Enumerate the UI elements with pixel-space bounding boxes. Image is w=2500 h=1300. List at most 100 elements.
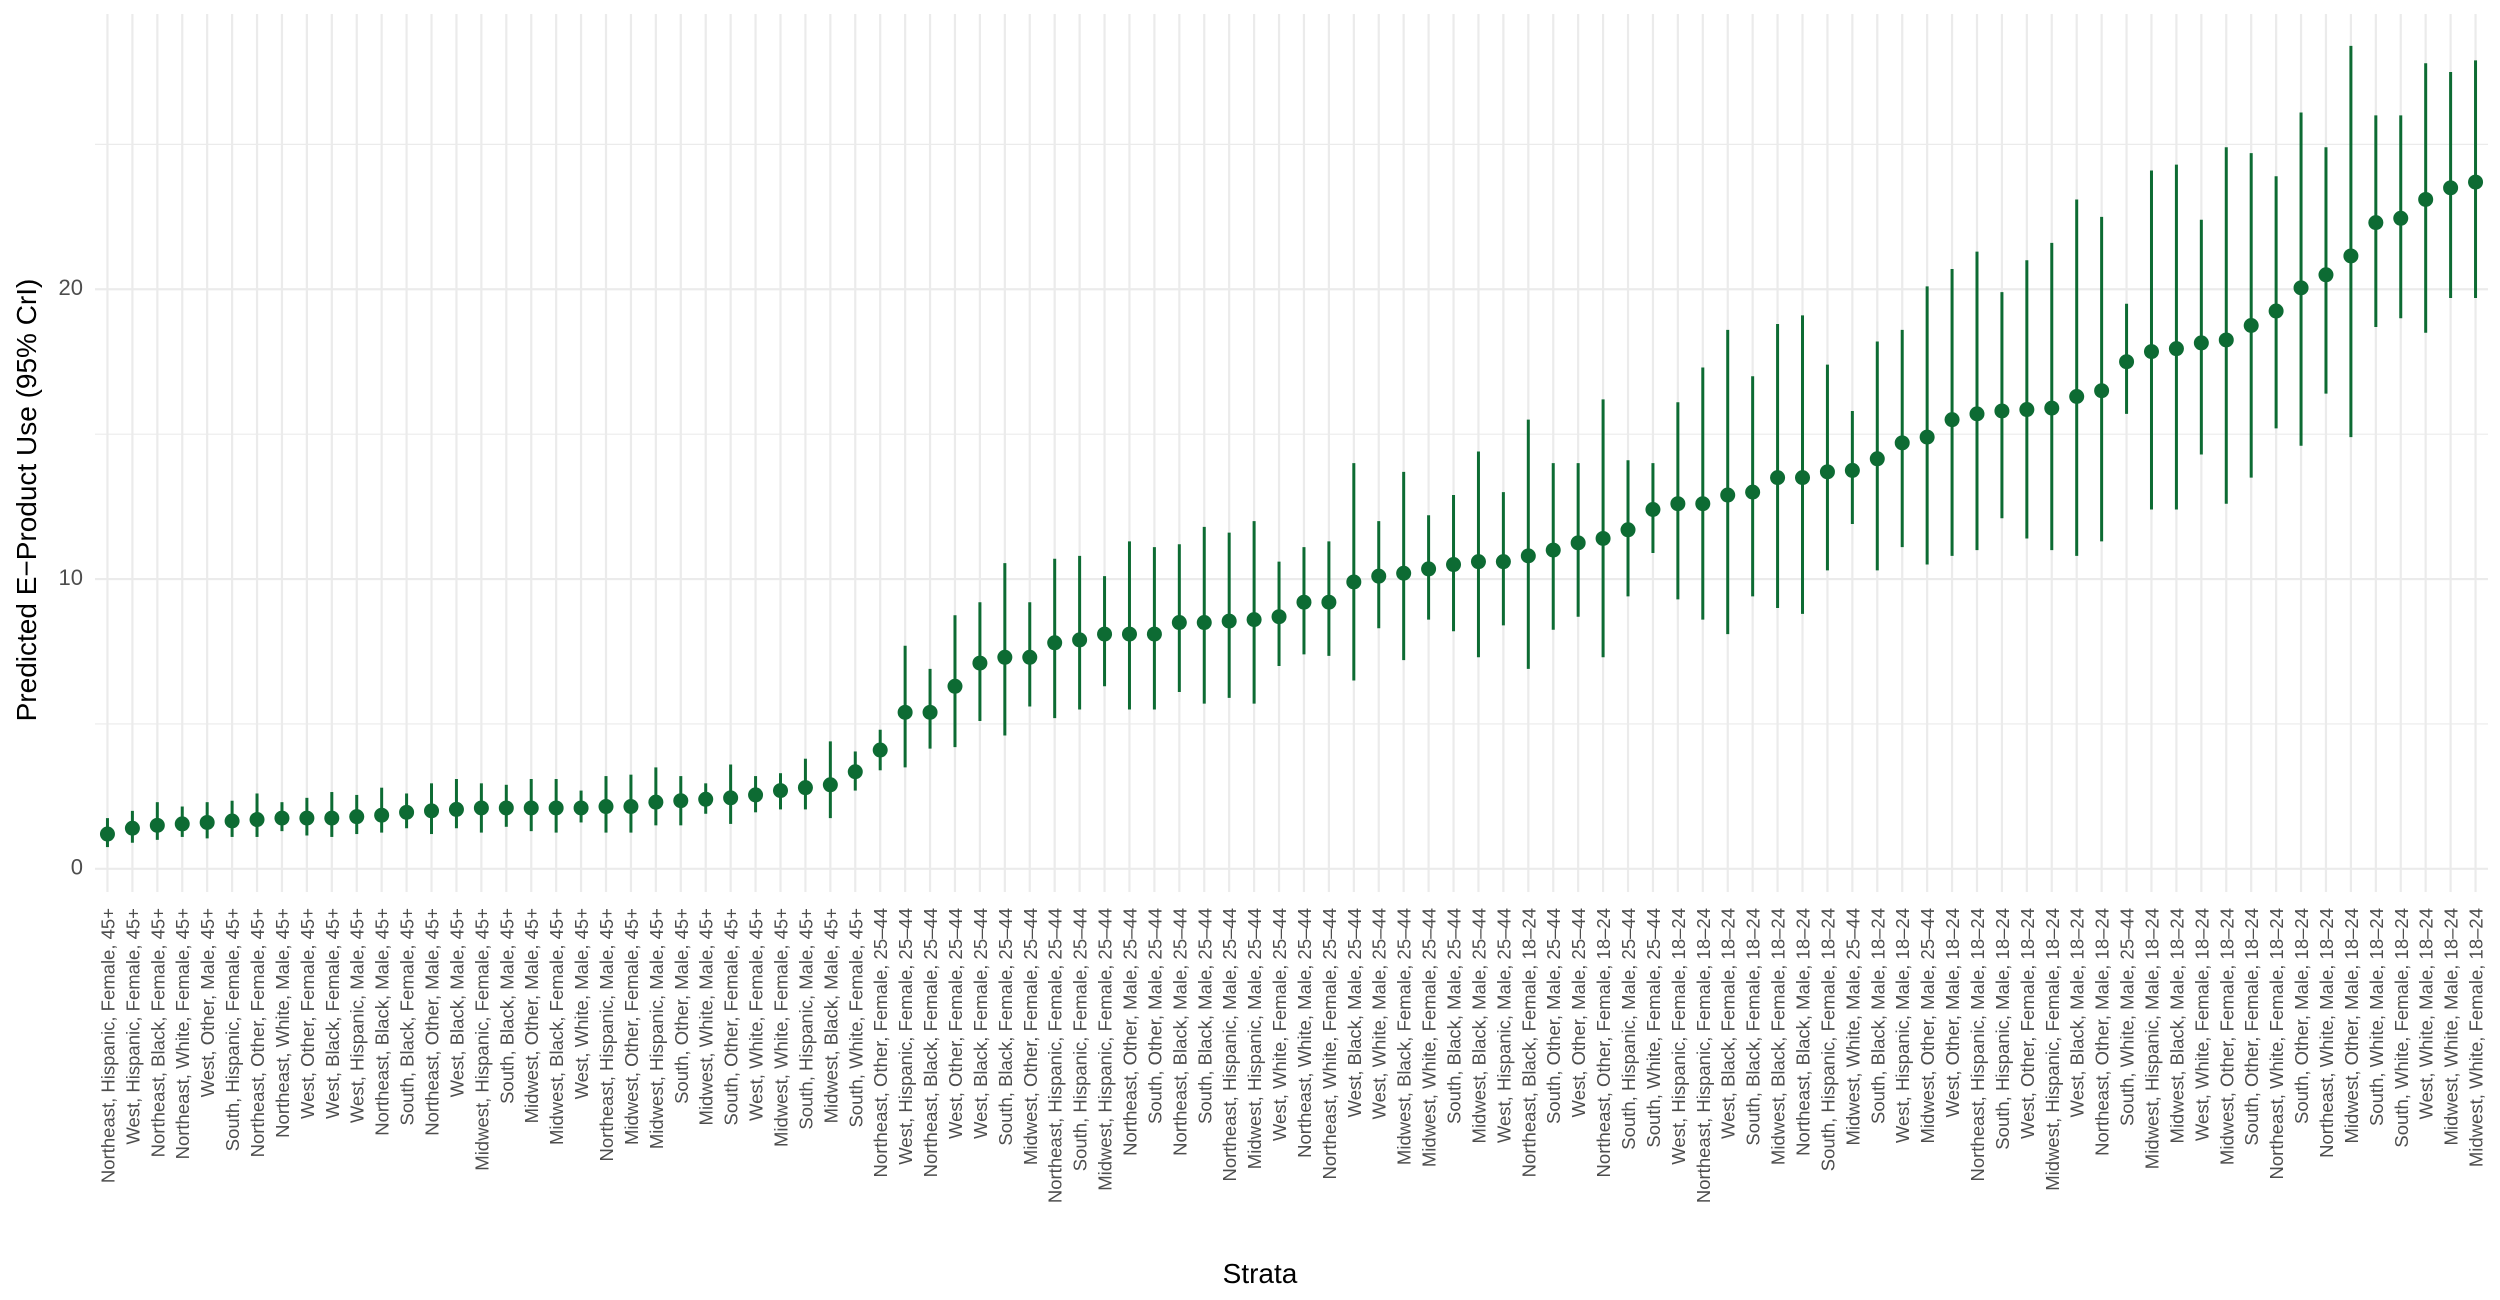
x-tick-label: West, Hispanic, Male, 18–24 <box>1892 908 1913 1143</box>
x-tick-label: South, Hispanic, Male, 18–24 <box>1992 908 2013 1150</box>
data-point <box>1545 542 1561 558</box>
data-point <box>648 794 664 810</box>
data-point <box>448 801 464 817</box>
data-point <box>1146 626 1162 642</box>
data-point <box>2218 332 2234 348</box>
data-point <box>1196 615 1212 631</box>
data-point <box>1819 464 1835 480</box>
y-tick-label: 20 <box>59 275 83 300</box>
data-point <box>374 807 390 823</box>
x-tick-label: Northeast, Black, Male, 25–44 <box>1169 908 1190 1156</box>
x-tick-label: Northeast, Black, Female, 18–24 <box>1518 908 1539 1177</box>
data-point <box>673 793 689 809</box>
data-point <box>1770 470 1786 486</box>
x-tick-label: Northeast, White, Female, 45+ <box>172 908 193 1159</box>
x-tick-label: Midwest, Black, Female, 45+ <box>546 908 567 1145</box>
data-point <box>1296 594 1312 610</box>
x-tick-label: South, Black, Male, 25–44 <box>1194 908 1215 1124</box>
data-point <box>1271 609 1287 625</box>
data-point <box>822 777 838 793</box>
x-tick-label: Midwest, White, Male, 18–24 <box>2441 908 2462 1146</box>
x-tick-label: Midwest, Black, Female, 25–44 <box>1394 908 1415 1165</box>
x-tick-label: South, Black, Female, 18–24 <box>1743 908 1764 1146</box>
x-tick-label: South, Hispanic, Female, 25–44 <box>1070 908 1091 1171</box>
data-point <box>1595 530 1611 546</box>
x-tick-label: Northeast, White, Male, 18–24 <box>2316 908 2337 1158</box>
data-point <box>2268 303 2284 319</box>
x-tick-label: West, Other, Male, 45+ <box>197 908 218 1097</box>
x-tick-label: West, Black, Female, 18–24 <box>1718 908 1739 1139</box>
x-tick-label: Northeast, Black, Female, 45+ <box>147 908 168 1157</box>
x-tick-label: West, White, Male, 18–24 <box>2416 908 2437 1119</box>
x-tick-label: Midwest, White, Female, 18–24 <box>2466 908 2487 1167</box>
x-tick-label: West, Hispanic, Male, 45+ <box>347 908 368 1123</box>
data-point <box>149 817 165 833</box>
x-tick-label: Midwest, Other, Male, 25–44 <box>1917 908 1938 1143</box>
x-tick-label: South, Other, Female, 45+ <box>721 908 742 1126</box>
x-tick-label: Northeast, Other, Male, 25–44 <box>1119 908 1140 1156</box>
x-tick-label: Northeast, Other, Female, 45+ <box>247 908 268 1157</box>
x-tick-label: Northeast, White, Female, 18–24 <box>2266 908 2287 1179</box>
x-tick-label: South, White, Female, 45+ <box>845 908 866 1128</box>
data-point <box>224 813 240 829</box>
x-tick-label: West, Other, Female, 25–44 <box>945 908 966 1139</box>
data-point <box>2468 174 2484 190</box>
x-tick-label: West, Hispanic, Female, 25–44 <box>895 908 916 1165</box>
x-tick-label: Midwest, Other, Female, 25–44 <box>1020 908 1041 1165</box>
x-tick-label: Midwest, White, Male, 45+ <box>696 908 717 1125</box>
data-point <box>1121 626 1137 642</box>
y-axis-title: Predicted E−Product Use (95% CrI) <box>11 279 42 722</box>
x-tick-label: Northeast, Hispanic, Female, 18–24 <box>1693 908 1714 1203</box>
x-tick-label: South, White, Male, 18–24 <box>2366 908 2387 1126</box>
data-point <box>1994 403 2010 419</box>
x-tick-label: Northeast, Other, Female, 25–44 <box>870 908 891 1177</box>
x-tick-label: Northeast, Hispanic, Male, 45+ <box>596 908 617 1161</box>
x-tick-label: Northeast, Hispanic, Female, 25–44 <box>1045 908 1066 1203</box>
x-tick-label: South, Hispanic, Male, 45+ <box>795 908 816 1130</box>
data-point <box>2069 388 2085 404</box>
data-point <box>2019 402 2035 418</box>
data-point <box>1221 613 1237 629</box>
x-tick-label: West, White, Female, 25–44 <box>1269 908 1290 1141</box>
data-point <box>698 791 714 807</box>
data-point <box>1396 565 1412 581</box>
data-point <box>772 783 788 799</box>
x-tick-label: Northeast, Hispanic, Male, 25–44 <box>1219 908 1240 1182</box>
x-tick-label: West, Black, Male, 45+ <box>446 908 467 1097</box>
data-point <box>1844 462 1860 478</box>
x-tick-label: Northeast, White, Male, 45+ <box>272 908 293 1138</box>
data-point <box>573 800 589 816</box>
x-tick-label: Midwest, Hispanic, Female, 18–24 <box>2042 908 2063 1191</box>
points <box>99 174 2484 842</box>
data-point <box>174 816 190 832</box>
data-point <box>2094 383 2110 399</box>
x-tick-label: Midwest, Other, Male, 18–24 <box>2341 908 2362 1143</box>
x-tick-label: Midwest, Hispanic, Female, 25–44 <box>1095 908 1116 1191</box>
data-point <box>1620 522 1636 538</box>
data-point <box>2243 318 2259 334</box>
x-tick-label: West, Other, Female, 45+ <box>297 908 318 1119</box>
data-point <box>1371 568 1387 584</box>
x-tick-label: Northeast, Other, Female, 18–24 <box>1593 908 1614 1177</box>
data-point <box>972 655 988 671</box>
x-tick-label: Midwest, Black, Male, 18–24 <box>2166 908 2187 1143</box>
data-point <box>1720 487 1736 503</box>
x-tick-label: Midwest, Other, Male, 45+ <box>521 908 542 1123</box>
data-point <box>2119 354 2135 370</box>
x-tick-label: West, Hispanic, Male, 25–44 <box>1493 908 1514 1143</box>
x-tick-label: West, Hispanic, Female, 18–24 <box>1668 908 1689 1165</box>
data-point <box>2418 191 2434 207</box>
data-point <box>947 678 963 694</box>
x-tick-label: Midwest, Black, Male, 45+ <box>820 908 841 1123</box>
data-point <box>1969 406 1985 422</box>
data-point <box>2443 180 2459 196</box>
data-point <box>1745 484 1761 500</box>
x-tick-label: Midwest, Hispanic, Female, 45+ <box>471 908 492 1171</box>
data-point <box>723 790 739 806</box>
data-point <box>473 800 489 816</box>
data-point <box>1072 632 1088 648</box>
data-point <box>199 814 215 830</box>
data-point <box>1022 649 1038 665</box>
x-tick-label: Northeast, Hispanic, Female, 45+ <box>97 908 118 1183</box>
data-point <box>349 809 365 825</box>
